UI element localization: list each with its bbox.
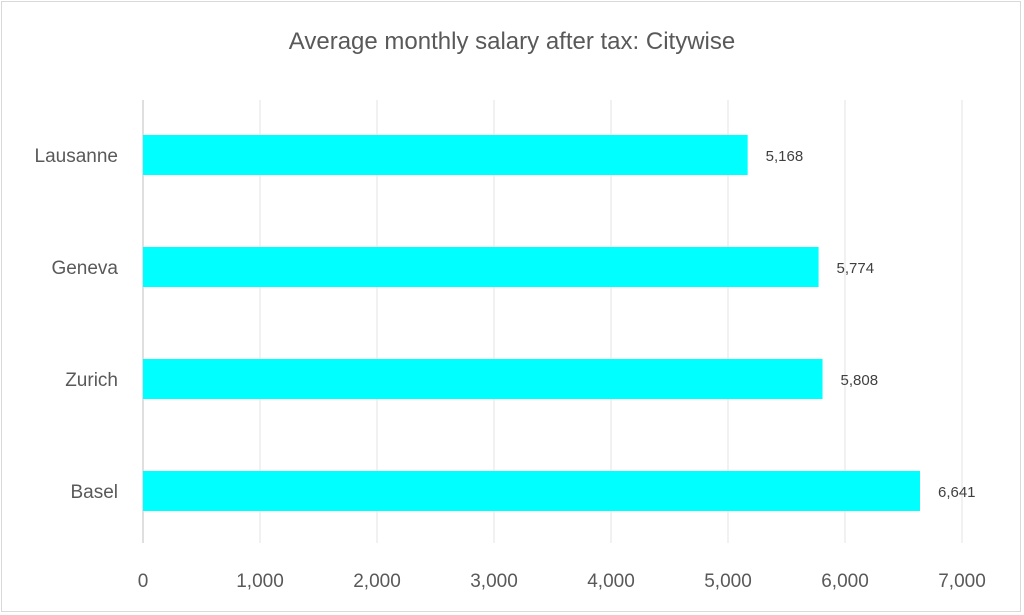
bar-geneva — [143, 247, 819, 287]
x-tick-label: 0 — [138, 571, 149, 592]
category-label: Geneva — [51, 258, 118, 279]
category-label: Lausanne — [35, 146, 118, 167]
bar-basel — [143, 471, 920, 511]
bar-lausanne — [143, 135, 748, 175]
x-tick-label: 2,000 — [353, 571, 401, 592]
chart-title: Average monthly salary after tax: Citywi… — [288, 28, 736, 55]
x-tick-label: 7,000 — [938, 571, 986, 592]
x-tick-label: 3,000 — [470, 571, 518, 592]
x-tick-label: 4,000 — [587, 571, 635, 592]
data-label: 5,774 — [837, 260, 875, 277]
category-label: Basel — [70, 482, 118, 503]
x-tick-label: 6,000 — [821, 571, 869, 592]
x-tick-label: 1,000 — [236, 571, 284, 592]
data-label: 6,641 — [938, 484, 976, 501]
category-label: Zurich — [65, 370, 118, 391]
data-label: 5,168 — [766, 148, 804, 165]
x-tick-label: 5,000 — [704, 571, 752, 592]
bar-zurich — [143, 359, 823, 399]
data-label: 5,808 — [841, 372, 879, 389]
